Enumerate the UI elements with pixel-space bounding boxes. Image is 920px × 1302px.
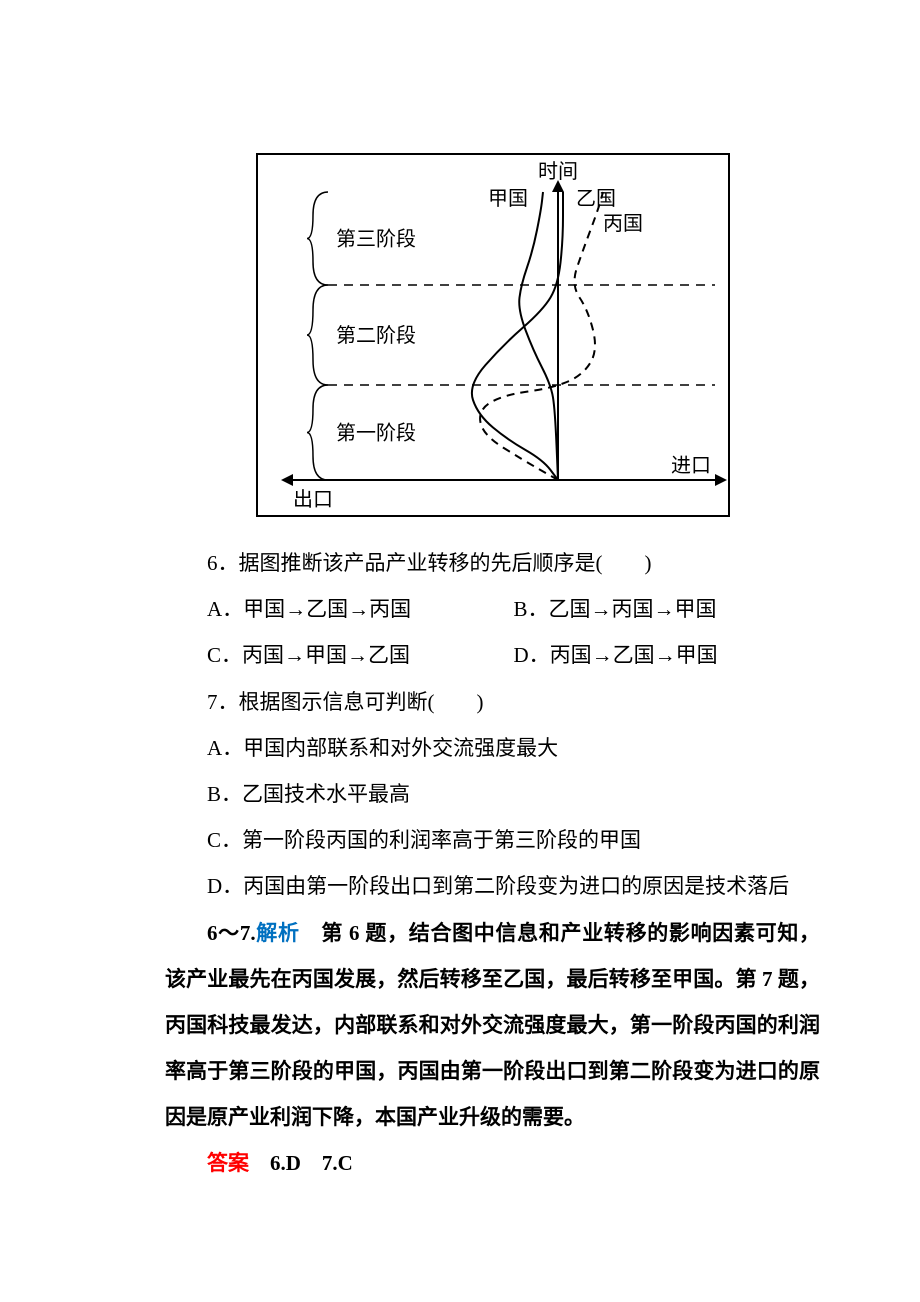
svg-text:第一阶段: 第一阶段	[336, 422, 416, 445]
analysis-body: 第 6 题，结合图中信息和产业转移的影响因素可知，该产业最先在丙国发展，然后转移…	[165, 921, 820, 1130]
svg-text:进口: 进口	[671, 454, 711, 477]
svg-text:第二阶段: 第二阶段	[336, 324, 416, 347]
answer-block: 答案 6.D 7.C	[165, 1140, 820, 1186]
svg-text:第三阶段: 第三阶段	[336, 228, 416, 251]
svg-text:丙国: 丙国	[603, 213, 643, 235]
q6-option-a: A．甲国→乙国→丙国	[207, 586, 514, 632]
industry-transfer-chart: 时间甲国 乙国丙国第三阶段第二阶段第一阶段出口 进口	[253, 150, 733, 520]
chart-container: 时间甲国 乙国丙国第三阶段第二阶段第一阶段出口 进口	[165, 150, 820, 520]
q7-option-c: C．第一阶段丙国的利润率高于第三阶段的甲国	[165, 817, 820, 863]
q7-option-d: D．丙国由第一阶段出口到第二阶段变为进口的原因是技术落后	[165, 863, 820, 909]
analysis-prefix: 6～7.	[207, 921, 256, 945]
answer-body: 6.D 7.C	[249, 1151, 353, 1175]
analysis-block: 6～7.解析 第 6 题，结合图中信息和产业转移的影响因素可知，该产业最先在丙国…	[165, 910, 820, 1141]
q7-option-b: B．乙国技术水平最高	[165, 771, 820, 817]
q6-stem: 6．据图推断该产品产业转移的先后顺序是( )	[165, 540, 820, 586]
q6-option-d: D．丙国→乙国→甲国	[514, 632, 821, 678]
q6-option-b: B．乙国→丙国→甲国	[514, 586, 821, 632]
q7-stem: 7．根据图示信息可判断( )	[165, 679, 820, 725]
svg-text:甲国: 甲国	[488, 188, 528, 210]
page-content: 时间甲国 乙国丙国第三阶段第二阶段第一阶段出口 进口 6．据图推断该产品产业转移的先…	[0, 0, 920, 1247]
q6-row2: C．丙国→甲国→乙国 D．丙国→乙国→甲国	[165, 632, 820, 678]
svg-text:时间: 时间	[538, 160, 578, 183]
analysis-label: 解析	[256, 921, 300, 945]
answer-label: 答案	[207, 1151, 249, 1175]
q7-option-a: A．甲国内部联系和对外交流强度最大	[165, 725, 820, 771]
svg-text:出口: 出口	[293, 488, 333, 511]
svg-text:乙国: 乙国	[576, 188, 616, 210]
q6-row1: A．甲国→乙国→丙国 B．乙国→丙国→甲国	[165, 586, 820, 632]
q6-option-c: C．丙国→甲国→乙国	[207, 632, 514, 678]
